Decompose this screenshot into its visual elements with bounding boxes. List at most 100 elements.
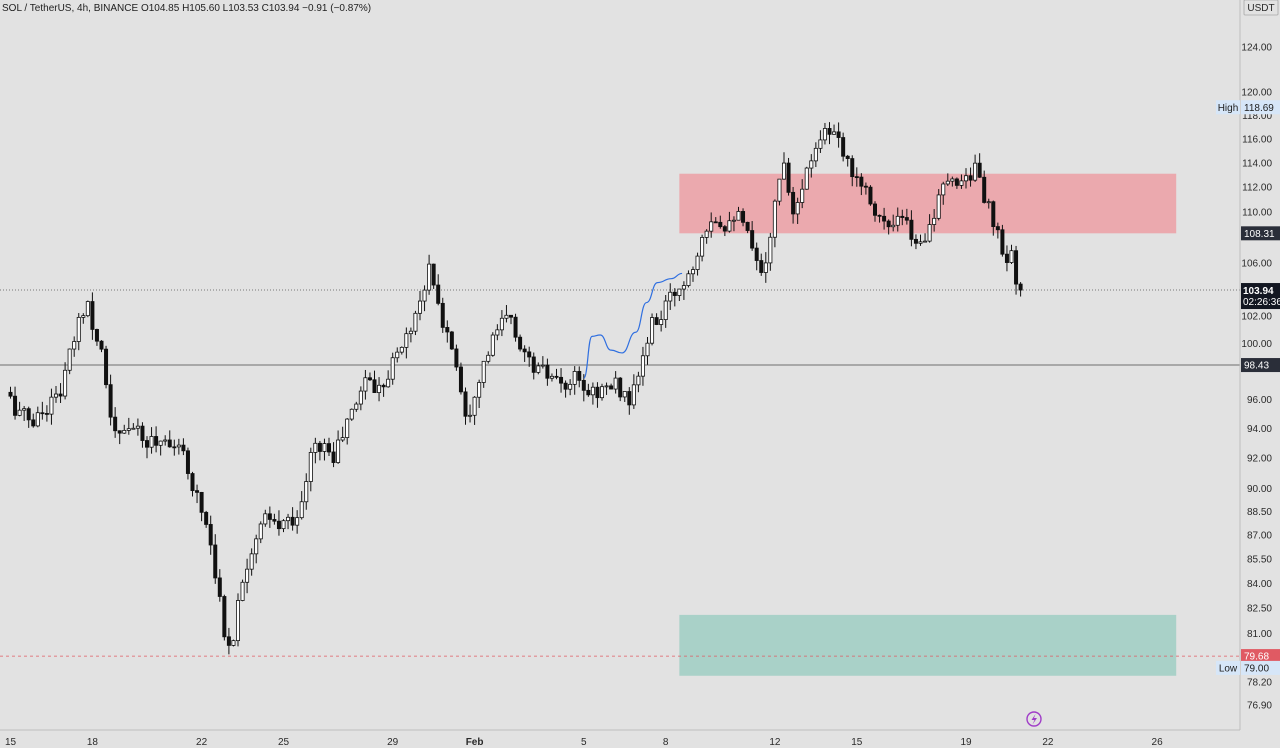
candle[interactable] [604,382,609,395]
candle[interactable] [622,391,627,402]
candle[interactable] [117,430,122,445]
candle[interactable] [918,234,923,246]
candle[interactable] [113,407,118,438]
candle[interactable] [76,313,81,351]
candle[interactable] [959,174,964,189]
candle[interactable] [304,473,309,510]
candle[interactable] [827,122,832,145]
candle[interactable] [531,352,536,380]
candle[interactable] [913,234,918,250]
candle[interactable] [336,430,341,464]
candle[interactable] [35,406,40,428]
candle[interactable] [440,297,445,333]
candle[interactable] [909,210,914,247]
candle[interactable] [504,305,509,323]
candle[interactable] [67,348,72,375]
candle[interactable] [686,270,691,288]
candle[interactable] [417,290,422,321]
candle[interactable] [508,314,513,325]
candle[interactable] [586,383,591,397]
candle[interactable] [736,206,741,221]
candle[interactable] [568,379,573,396]
candle[interactable] [167,430,172,448]
candle[interactable] [964,168,969,189]
candle[interactable] [122,424,127,434]
candle[interactable] [650,313,655,346]
candle[interactable] [600,383,605,401]
candle[interactable] [490,332,495,357]
candle[interactable] [140,422,145,448]
candle[interactable] [245,558,250,594]
candle[interactable] [495,324,500,341]
projection-curve[interactable] [583,272,683,379]
candle[interactable] [99,340,104,353]
candle[interactable] [950,176,955,187]
supply-zone[interactable] [679,173,1177,234]
candle[interactable] [995,222,1000,239]
candle[interactable] [904,208,909,225]
candle[interactable] [613,371,618,394]
candle[interactable] [645,336,650,365]
candle[interactable] [759,253,764,276]
candle[interactable] [768,232,773,271]
candle[interactable] [286,513,291,530]
candle[interactable] [941,181,946,205]
candle[interactable] [276,510,281,536]
price-axis[interactable]: 124.00 120.00 118.00 116.00 114.00 112.00 110.… [1241,43,1272,712]
candle[interactable] [449,330,454,350]
candle[interactable] [190,471,195,497]
candle[interactable] [249,548,254,576]
candle[interactable] [895,207,900,232]
candle[interactable] [518,334,523,352]
candle[interactable] [326,437,331,456]
candle[interactable] [345,418,350,445]
candle[interactable] [822,122,827,145]
candle[interactable] [408,327,413,343]
candle[interactable] [731,216,736,232]
candle[interactable] [295,510,300,534]
candle[interactable] [445,320,450,343]
candle[interactable] [272,513,277,525]
candle[interactable] [413,310,418,336]
candle[interactable] [195,484,200,504]
candle[interactable] [258,521,263,544]
candle[interactable] [540,356,545,369]
candle[interactable] [750,221,755,251]
candle[interactable] [713,217,718,224]
candle[interactable] [836,122,841,148]
candle[interactable] [772,199,777,248]
candle[interactable] [841,132,846,162]
candle[interactable] [927,214,932,243]
candle[interactable] [777,178,782,206]
candle[interactable] [1009,244,1014,265]
candle[interactable] [404,327,409,359]
candle[interactable] [1014,245,1019,295]
candle[interactable] [390,352,395,385]
candle[interactable] [163,435,168,446]
candle[interactable] [590,382,595,405]
candle[interactable] [144,436,149,459]
candle[interactable] [431,263,436,289]
candle[interactable] [17,401,22,417]
candle[interactable] [627,387,632,415]
candle[interactable] [81,313,86,324]
time-axis[interactable]: 15 18 22 25 29 Feb 5 8 12 15 19 22 26 [5,737,1163,748]
candle[interactable] [185,447,190,480]
candle[interactable] [199,491,204,522]
candle[interactable] [681,281,686,300]
candle[interactable] [859,173,864,196]
candle[interactable] [763,252,768,283]
candle[interactable] [108,374,113,426]
candle[interactable] [317,440,322,461]
candle[interactable] [90,292,95,340]
candle[interactable] [322,438,327,461]
candle[interactable] [936,189,941,221]
candle[interactable] [795,197,800,224]
candle[interactable] [427,254,432,295]
candle[interactable] [308,447,313,492]
candle[interactable] [367,372,372,382]
candle[interactable] [631,374,636,409]
candle[interactable] [54,386,59,403]
